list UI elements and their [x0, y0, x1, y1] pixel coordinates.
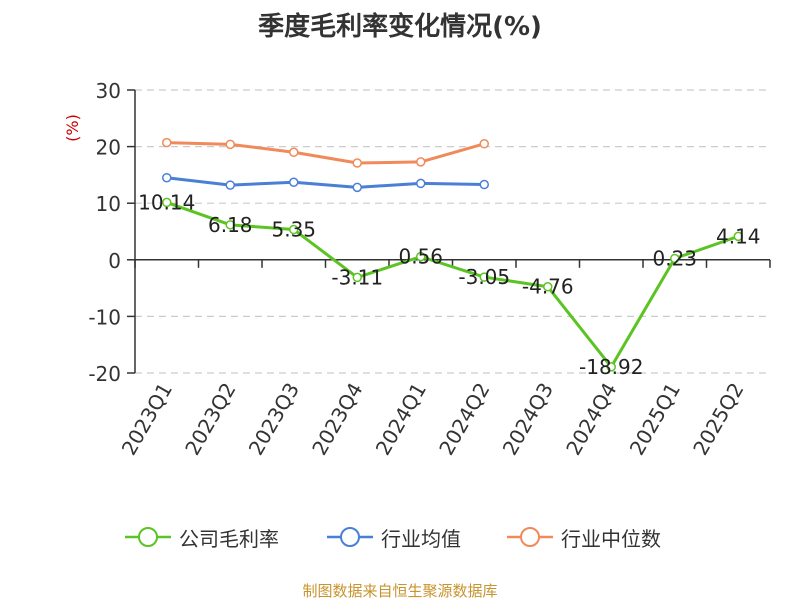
- legend-item-industry-median[interactable]: 行业中位数: [505, 522, 661, 552]
- x-tick-label: 2024Q1: [371, 379, 431, 460]
- data-label: 0.23: [652, 246, 697, 270]
- series-line: [166, 176, 485, 189]
- y-tick-label: 30: [96, 79, 121, 103]
- data-point: [606, 362, 616, 372]
- chart-title: 季度毛利率变化情况(%): [258, 12, 542, 42]
- data-point: [162, 197, 172, 208]
- data-point: [416, 178, 426, 189]
- data-point: [225, 139, 235, 150]
- legend-label-industry-median: 行业中位数: [561, 526, 661, 551]
- x-tick-label: 2023Q4: [307, 379, 367, 460]
- source-note: 制图数据来自恒生聚源数据库: [302, 582, 498, 600]
- data-point: [352, 272, 362, 283]
- y-tick-label: 10: [96, 192, 121, 216]
- data-point: [289, 177, 299, 188]
- data-label: 10.14: [138, 190, 195, 214]
- y-tick-label: 20: [96, 136, 121, 160]
- y-axis-label: (%): [63, 114, 82, 142]
- legend-item-company[interactable]: 公司毛利率: [123, 522, 279, 552]
- x-tick-label: 2023Q2: [180, 379, 240, 460]
- y-tick-label: -10: [88, 305, 121, 329]
- data-label: -3.05: [458, 265, 510, 289]
- x-tick-label: 2025Q2: [688, 379, 748, 460]
- data-point: [352, 182, 362, 193]
- x-tick-label: 2024Q2: [434, 379, 494, 460]
- legend-item-industry-avg[interactable]: 行业均值: [325, 522, 461, 552]
- data-point: [225, 220, 235, 230]
- data-label: -18.92: [579, 355, 643, 379]
- data-point: [733, 231, 743, 242]
- data-point: [162, 137, 172, 148]
- data-label: 5.35: [271, 218, 316, 242]
- x-tick-label: 2023Q3: [244, 379, 304, 460]
- y-tick-label: -20: [88, 362, 121, 386]
- data-point: [289, 224, 299, 235]
- series-line: [166, 141, 485, 165]
- data-label: 6.18: [208, 213, 253, 237]
- legend-label-industry-avg: 行业均值: [381, 526, 461, 551]
- data-point: [162, 172, 172, 183]
- data-point: [416, 157, 426, 167]
- legend: 公司毛利率 行业均值 行业中位数: [0, 522, 800, 552]
- legend-line-marker-icon: [125, 527, 171, 547]
- data-point: [479, 272, 489, 282]
- y-tick-label: 0: [108, 249, 121, 273]
- x-tick-label: 2024Q4: [561, 379, 621, 460]
- data-label: 0.56: [398, 245, 443, 269]
- data-point: [670, 253, 680, 264]
- data-point: [416, 251, 426, 262]
- data-point: [225, 180, 235, 190]
- data-point: [352, 158, 362, 168]
- legend-label-company: 公司毛利率: [179, 526, 279, 551]
- x-tick-label: 2025Q1: [625, 379, 685, 460]
- series-line: [166, 200, 739, 369]
- data-label: -3.11: [331, 265, 383, 289]
- x-tick-label: 2023Q1: [117, 379, 177, 460]
- data-label: 4.14: [716, 224, 761, 248]
- data-label: -4.76: [522, 275, 574, 299]
- data-point: [479, 139, 489, 149]
- legend-line-marker-icon: [327, 527, 373, 547]
- x-tick-label: 2024Q3: [498, 379, 558, 460]
- data-point: [543, 281, 553, 292]
- data-point: [479, 179, 489, 190]
- legend-line-marker-icon: [507, 527, 553, 547]
- data-point: [289, 147, 299, 158]
